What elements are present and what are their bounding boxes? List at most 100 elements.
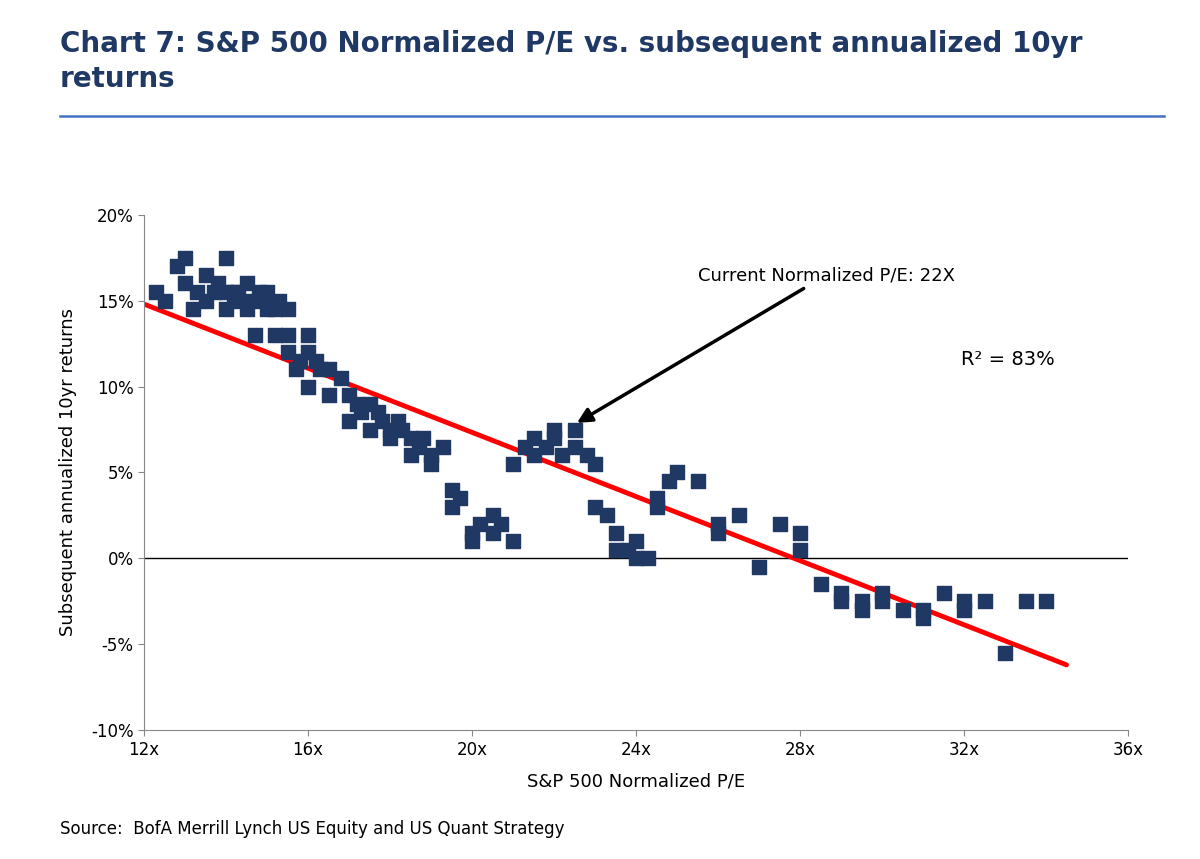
Point bbox=[209, 277, 228, 290]
Point bbox=[974, 594, 994, 608]
Point bbox=[319, 362, 338, 376]
Point bbox=[626, 551, 646, 565]
Point bbox=[340, 414, 359, 428]
Point bbox=[688, 474, 707, 488]
Point bbox=[224, 285, 244, 299]
Point bbox=[638, 551, 658, 565]
Point bbox=[245, 328, 264, 342]
Point bbox=[216, 251, 235, 265]
Point bbox=[331, 371, 350, 385]
Point bbox=[659, 474, 678, 488]
Text: R² = 83%: R² = 83% bbox=[961, 350, 1055, 369]
Point bbox=[409, 440, 428, 454]
Point bbox=[352, 405, 371, 419]
Point bbox=[442, 483, 461, 497]
Point bbox=[1037, 594, 1056, 608]
Point bbox=[606, 526, 625, 539]
Point bbox=[433, 440, 452, 454]
Point bbox=[770, 517, 790, 531]
Point bbox=[470, 517, 490, 531]
Point bbox=[954, 594, 973, 608]
Point bbox=[257, 302, 276, 316]
Text: Current Normalized P/E: 22X: Current Normalized P/E: 22X bbox=[581, 266, 954, 421]
Point bbox=[491, 517, 510, 531]
Point bbox=[401, 431, 420, 445]
Point bbox=[728, 509, 748, 522]
Point bbox=[618, 543, 637, 557]
Point bbox=[482, 509, 502, 522]
Point bbox=[392, 423, 412, 436]
Point bbox=[954, 603, 973, 617]
Point bbox=[146, 285, 166, 299]
Point bbox=[229, 285, 248, 299]
Point bbox=[708, 526, 727, 539]
Point bbox=[290, 354, 310, 368]
Point bbox=[421, 448, 440, 462]
Point bbox=[380, 431, 400, 445]
Point bbox=[348, 397, 367, 411]
Point bbox=[565, 423, 584, 436]
Point bbox=[536, 440, 556, 454]
Point bbox=[380, 423, 400, 436]
Point bbox=[257, 294, 276, 308]
Point bbox=[236, 277, 256, 290]
Point bbox=[913, 603, 932, 617]
Y-axis label: Subsequent annualized 10yr returns: Subsequent annualized 10yr returns bbox=[59, 308, 77, 637]
Point bbox=[372, 414, 391, 428]
Point bbox=[852, 603, 871, 617]
Point bbox=[524, 448, 544, 462]
Point bbox=[278, 328, 298, 342]
Point bbox=[236, 294, 256, 308]
Point bbox=[250, 285, 269, 299]
Point bbox=[832, 586, 851, 600]
Point bbox=[360, 423, 379, 436]
Point bbox=[996, 646, 1015, 660]
Point bbox=[524, 431, 544, 445]
Point bbox=[270, 294, 289, 308]
Point bbox=[299, 328, 318, 342]
Point bbox=[516, 440, 535, 454]
Point bbox=[184, 302, 203, 316]
Point bbox=[504, 534, 523, 548]
Point bbox=[791, 526, 810, 539]
Point bbox=[872, 594, 892, 608]
Point bbox=[586, 457, 605, 471]
Point bbox=[299, 345, 318, 359]
Point bbox=[647, 491, 666, 505]
Point bbox=[401, 448, 420, 462]
Point bbox=[1016, 594, 1036, 608]
Point bbox=[278, 345, 298, 359]
Point bbox=[286, 362, 305, 376]
Point bbox=[257, 285, 276, 299]
Point bbox=[250, 294, 269, 308]
Point bbox=[667, 466, 686, 479]
Point bbox=[413, 431, 432, 445]
Point bbox=[626, 534, 646, 548]
Point bbox=[216, 302, 235, 316]
Point bbox=[708, 517, 727, 531]
Point bbox=[504, 457, 523, 471]
Point bbox=[598, 509, 617, 522]
Point bbox=[913, 612, 932, 625]
Point bbox=[450, 491, 469, 505]
Point bbox=[319, 388, 338, 402]
Point bbox=[216, 285, 235, 299]
Point bbox=[552, 448, 571, 462]
Point bbox=[196, 268, 215, 282]
Point bbox=[236, 302, 256, 316]
Point bbox=[934, 586, 953, 600]
Point bbox=[368, 405, 388, 419]
Point bbox=[749, 560, 769, 574]
Point bbox=[278, 302, 298, 316]
Text: Source:  BofA Merrill Lynch US Equity and US Quant Strategy: Source: BofA Merrill Lynch US Equity and… bbox=[60, 819, 564, 838]
Point bbox=[462, 534, 481, 548]
Point bbox=[175, 251, 194, 265]
Point bbox=[421, 457, 440, 471]
Point bbox=[155, 294, 174, 308]
X-axis label: S&P 500 Normalized P/E: S&P 500 Normalized P/E bbox=[527, 772, 745, 790]
Point bbox=[340, 388, 359, 402]
Point bbox=[196, 294, 215, 308]
Point bbox=[482, 526, 502, 539]
Point bbox=[187, 285, 206, 299]
Point bbox=[265, 328, 284, 342]
